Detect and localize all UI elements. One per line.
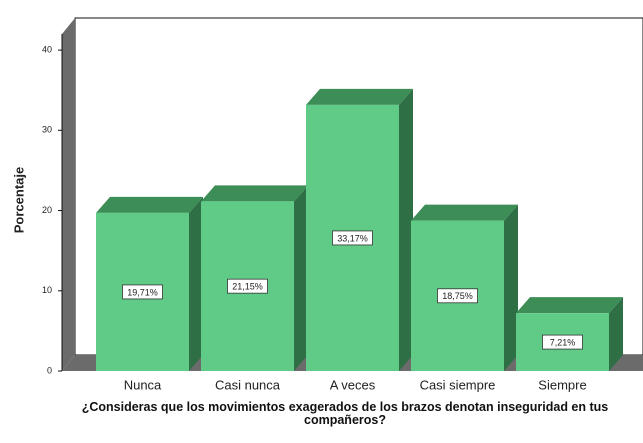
left-wall <box>62 18 75 371</box>
value-label: 7,21% <box>550 337 576 347</box>
bar-top <box>306 88 413 105</box>
value-label: 18,75% <box>442 291 473 301</box>
y-axis-label: Porcentaje <box>11 167 26 233</box>
value-label-box <box>227 278 268 294</box>
bar-top <box>516 297 623 314</box>
x-tick-label: Nunca <box>124 377 162 392</box>
value-label: 33,17% <box>337 233 368 243</box>
value-label-box <box>542 334 583 350</box>
bar-side <box>294 185 308 371</box>
bar-side <box>609 297 623 371</box>
bar-side <box>189 196 203 371</box>
y-tick-label: 40 <box>42 44 52 54</box>
x-tick-label: A veces <box>330 377 376 392</box>
x-tick-label: Siempre <box>538 377 586 392</box>
value-label: 19,71% <box>127 287 158 297</box>
value-label: 21,15% <box>232 282 263 292</box>
bar-top <box>96 196 203 213</box>
value-label-box <box>332 230 373 246</box>
bar-side <box>399 88 413 371</box>
y-tick-label: 10 <box>42 285 52 295</box>
bar-top <box>411 204 518 221</box>
y-tick-label: 20 <box>42 205 52 215</box>
value-label-box <box>122 284 163 300</box>
x-tick-label: Casi nunca <box>215 377 281 392</box>
x-axis-label: ¿Consideras que los movimientos exagerad… <box>81 400 609 427</box>
y-tick-label: 0 <box>47 365 52 375</box>
y-tick-label: 30 <box>42 125 52 135</box>
bar-side <box>504 204 518 371</box>
value-label-box <box>437 288 478 304</box>
bar-top <box>201 185 308 202</box>
x-tick-label: Casi siempre <box>420 377 496 392</box>
